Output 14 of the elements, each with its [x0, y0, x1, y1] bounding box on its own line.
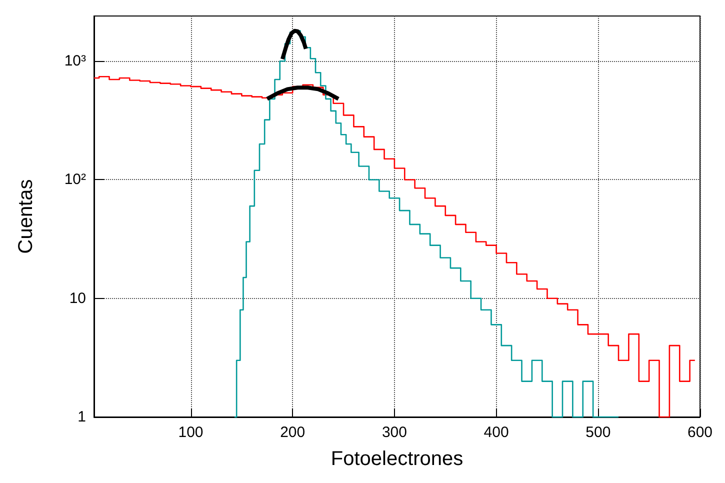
- x-axis-title: Fotoelectrones: [330, 448, 464, 470]
- x-tick-label: 100: [178, 424, 204, 441]
- x-tick-label: 600: [687, 424, 713, 441]
- y-tick-label: 1: [78, 408, 86, 426]
- y-tick-label: 10²: [64, 171, 86, 188]
- y-axis-title: Cuentas: [15, 179, 37, 254]
- y-tick-label: 10³: [64, 52, 86, 70]
- x-tick-label: 200: [280, 424, 306, 441]
- line-series: [265, 86, 340, 101]
- x-tick-label: 400: [484, 424, 509, 441]
- x-tick-label: 300: [382, 424, 407, 441]
- x-tick-label: 500: [586, 424, 611, 441]
- line-series: [280, 28, 308, 62]
- y-tick-label: 10: [69, 290, 86, 307]
